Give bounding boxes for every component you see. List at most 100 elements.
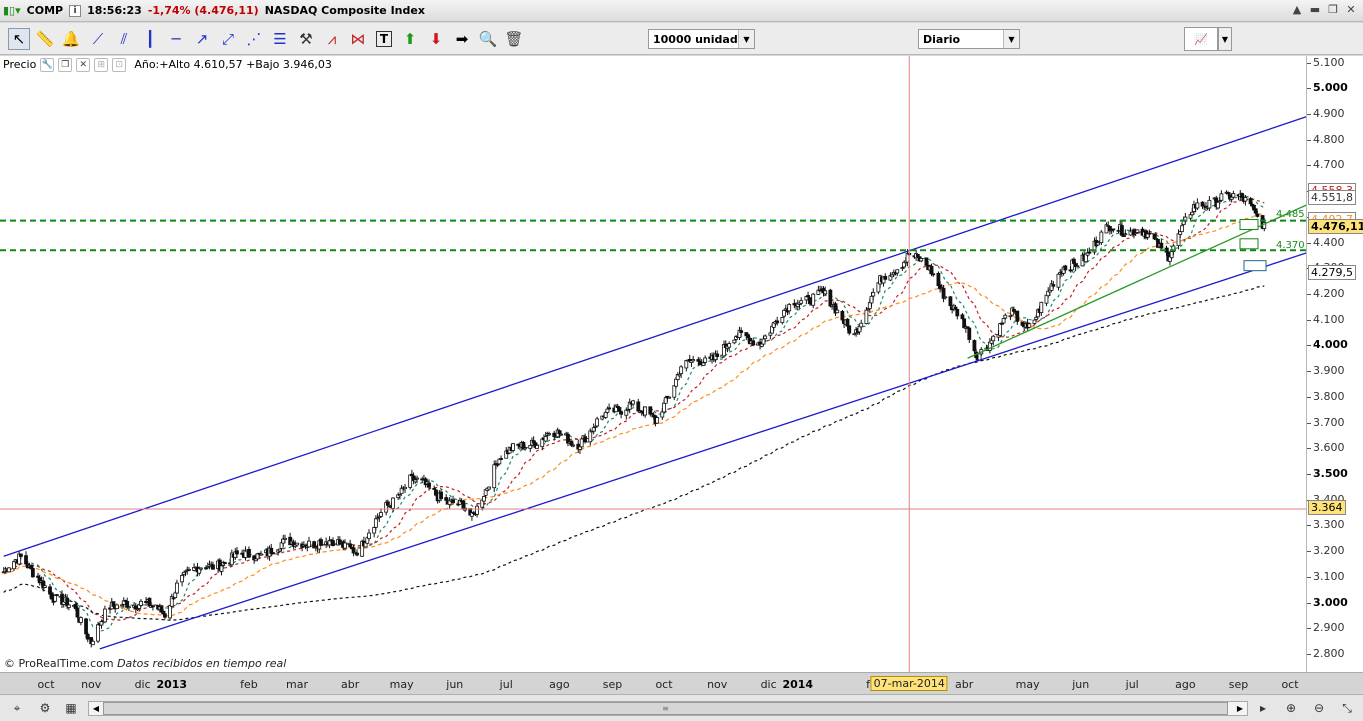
candle-body bbox=[1217, 200, 1222, 203]
zoom-out-icon[interactable]: ⊖ bbox=[1313, 701, 1325, 715]
info-icon[interactable]: i bbox=[69, 4, 82, 17]
candle-body bbox=[595, 418, 600, 427]
candle-body bbox=[775, 320, 780, 324]
candle-body bbox=[691, 359, 696, 362]
price-axis[interactable]: 5.1005.0004.9004.8004.7004.6004.5004.400… bbox=[1306, 56, 1363, 672]
candle-body bbox=[1087, 251, 1092, 254]
buy-arrow-icon[interactable]: ⬆ bbox=[403, 30, 417, 48]
y-tick bbox=[1307, 293, 1311, 295]
candle-body bbox=[607, 407, 612, 410]
price-chart[interactable]: Precio 🔧 ❐ ✕ ⊞ ⊡ Año:+Alto 4.610,57 +Baj… bbox=[0, 56, 1306, 672]
candle-body bbox=[1121, 235, 1126, 237]
candle-body bbox=[391, 497, 395, 509]
candle-body bbox=[579, 438, 584, 448]
vertical-line-icon[interactable]: ┃ bbox=[145, 30, 155, 48]
candle-body bbox=[115, 604, 119, 609]
legend-label[interactable]: Precio bbox=[3, 58, 37, 71]
candle-body bbox=[962, 318, 967, 329]
sell-arrow-icon[interactable]: ⬇ bbox=[429, 30, 443, 48]
add-icon[interactable]: ⊞ bbox=[94, 57, 109, 72]
candle-body bbox=[936, 272, 941, 287]
candle-body bbox=[761, 338, 766, 345]
extended-line-icon[interactable]: ⤢ bbox=[221, 30, 234, 48]
candle-body bbox=[168, 605, 172, 619]
scroll-right-icon[interactable]: ▶ bbox=[1236, 704, 1244, 713]
candle-body bbox=[569, 440, 574, 446]
settings-icon[interactable]: ⚙ bbox=[39, 701, 51, 715]
candle-body bbox=[835, 309, 840, 314]
pointer-icon[interactable]: ↖ bbox=[8, 28, 30, 50]
candle-body bbox=[283, 537, 287, 540]
play-icon[interactable]: ▸ bbox=[1259, 701, 1267, 715]
restore-icon[interactable]: ❐ bbox=[1328, 3, 1338, 16]
fibonacci-icon[interactable]: ☰ bbox=[273, 30, 287, 48]
period-value: Diario bbox=[923, 32, 961, 46]
maximize-icon[interactable]: ⊡ bbox=[112, 57, 127, 72]
crosshair-icon[interactable]: ⌖ bbox=[13, 700, 21, 715]
ma-orange-line bbox=[3, 212, 1265, 617]
trash-icon[interactable]: 🗑 bbox=[504, 30, 524, 48]
candle-body bbox=[1231, 193, 1236, 198]
scroll-thumb[interactable]: ≡ bbox=[103, 702, 1228, 715]
zoom-icon[interactable]: 🔍 bbox=[478, 30, 498, 48]
candle-body bbox=[672, 385, 677, 398]
trendline-icon[interactable]: ⟋ bbox=[92, 30, 104, 48]
tools-icon[interactable]: ⚒ bbox=[299, 30, 313, 48]
candle-body bbox=[943, 296, 948, 299]
candle-body bbox=[1226, 192, 1231, 195]
y-tick-label: 3.100 bbox=[1313, 569, 1345, 583]
quantity-select[interactable]: 10000 unidades ▼ bbox=[648, 29, 755, 49]
symbol[interactable]: COMP bbox=[26, 4, 64, 17]
candle-body bbox=[715, 353, 720, 357]
period-select[interactable]: Diario ▼ bbox=[918, 29, 1020, 49]
candle-body bbox=[75, 607, 80, 618]
candle-body bbox=[867, 302, 872, 310]
zoom-in-icon[interactable]: ⊕ bbox=[1285, 701, 1297, 715]
channel-lower-line bbox=[99, 252, 1306, 650]
candle-body bbox=[1015, 310, 1020, 322]
candle-body bbox=[535, 445, 539, 449]
table-icon[interactable]: ▦ bbox=[65, 701, 77, 715]
alert-bell-icon[interactable]: 🔔 bbox=[61, 30, 81, 48]
credit: © ProRealTime.com Datos recibidos en tie… bbox=[4, 657, 286, 670]
candle-body bbox=[626, 409, 630, 412]
chart-canvas[interactable] bbox=[0, 56, 1306, 672]
channel-icon[interactable]: ⩘ bbox=[327, 30, 337, 48]
chart-type-icon[interactable]: ▮▯▾ bbox=[3, 4, 21, 17]
candle-body bbox=[787, 304, 792, 312]
ray-icon[interactable]: ↗ bbox=[195, 30, 209, 48]
close-icon[interactable]: ✕ bbox=[1346, 3, 1356, 16]
scroll-up-icon[interactable]: ▲ bbox=[1292, 3, 1302, 16]
y-tick bbox=[1307, 345, 1311, 347]
title-bar: ▮▯▾ COMP i 18:56:23 -1,74% (4.476,11) NA… bbox=[0, 0, 1363, 22]
horizontal-scrollbar[interactable]: ◀ ≡ ▶ bbox=[88, 701, 1248, 716]
candle-body bbox=[1120, 225, 1124, 236]
parallel-lines-icon[interactable]: ⫽ bbox=[120, 30, 128, 48]
hline-price-tag: 3.364 bbox=[1308, 499, 1346, 515]
y-tick-label: 3.000 bbox=[1313, 595, 1348, 609]
y-tick bbox=[1307, 62, 1311, 64]
y-tick-label: 4.000 bbox=[1313, 338, 1348, 352]
scroll-left-icon[interactable]: ◀ bbox=[92, 704, 100, 713]
close-icon[interactable]: ✕ bbox=[76, 57, 91, 72]
last-price-tag: 4.476,11 bbox=[1308, 218, 1363, 234]
wrench-icon[interactable]: 🔧 bbox=[40, 57, 55, 72]
date-axis[interactable]: oct nov dic 2013 feb mar abr may jun jul ago sep oct… bbox=[0, 672, 1306, 694]
right-arrow-icon[interactable]: ➡ bbox=[455, 30, 469, 48]
fan-icon[interactable]: ⋰ bbox=[246, 30, 262, 48]
candle-body bbox=[1248, 198, 1253, 205]
y-tick bbox=[1307, 165, 1311, 167]
pattern-icon[interactable]: ⋈ bbox=[350, 30, 366, 48]
indicators-menu-chevron-icon[interactable]: ▼ bbox=[1218, 27, 1232, 51]
indicators-icon[interactable]: 📈 bbox=[1184, 27, 1218, 51]
zoom-fit-icon[interactable]: ⤡ bbox=[1342, 700, 1352, 715]
minimize-icon[interactable]: ▬ bbox=[1309, 3, 1321, 16]
horizontal-line-icon[interactable]: ─ bbox=[171, 30, 181, 48]
candle-body bbox=[967, 327, 972, 340]
candle-body bbox=[492, 464, 497, 489]
candle-body bbox=[571, 444, 576, 447]
text-tool-icon[interactable]: T bbox=[376, 31, 392, 47]
candle-body bbox=[147, 597, 152, 607]
windows-icon[interactable]: ❐ bbox=[58, 57, 73, 72]
ruler-icon[interactable]: 📏 bbox=[35, 30, 55, 48]
